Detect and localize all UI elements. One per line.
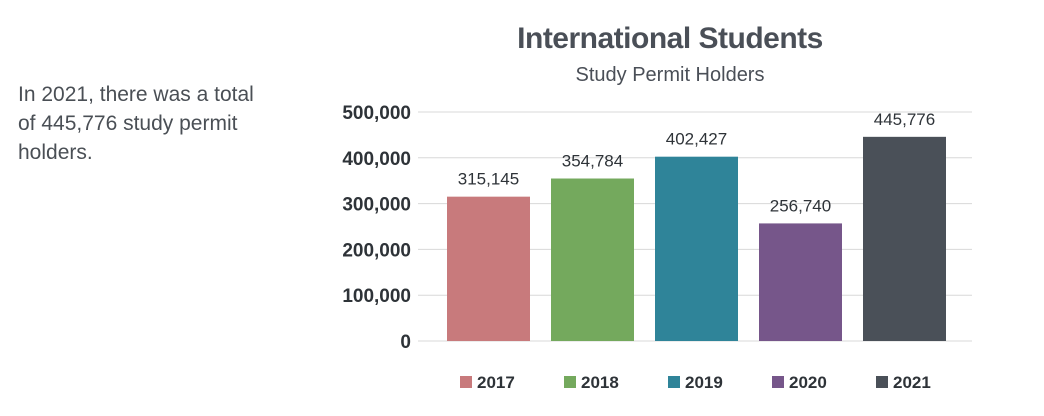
- legend-label-2018: 2018: [581, 373, 619, 392]
- bars: [447, 136, 946, 341]
- bar-2020: [759, 223, 842, 341]
- bar-2018: [551, 178, 634, 341]
- legend-label-2020: 2020: [789, 373, 827, 392]
- data-label-2018: 354,784: [562, 152, 623, 171]
- side-note-text: In 2021, there was a total of 445,776 st…: [18, 83, 254, 164]
- bar-2017: [447, 196, 530, 341]
- y-tick-label: 400,000: [342, 149, 411, 170]
- y-tick-label: 200,000: [342, 240, 411, 261]
- legend-swatch-2018: [564, 376, 576, 388]
- legend-swatch-2021: [876, 376, 888, 388]
- data-label-2019: 402,427: [666, 130, 727, 149]
- data-label-2021: 445,776: [874, 110, 935, 129]
- y-axis-ticks: 0 100,000 200,000 300,000 400,000 500,000: [342, 103, 411, 353]
- data-label-2017: 315,145: [458, 170, 519, 189]
- legend-swatch-2019: [668, 376, 680, 388]
- y-tick-label: 500,000: [342, 103, 411, 124]
- y-tick-label: 0: [400, 332, 411, 353]
- legend-label-2021: 2021: [893, 373, 931, 392]
- chart-subtitle: Study Permit Holders: [575, 64, 765, 86]
- legend-swatch-2017: [460, 376, 472, 388]
- legend-swatch-2020: [772, 376, 784, 388]
- chart-title: International Students: [517, 22, 823, 55]
- legend: 2017 2018 2019 2020 2021: [460, 373, 931, 392]
- bar-2019: [655, 156, 738, 341]
- bar-2021: [863, 136, 946, 341]
- legend-label-2017: 2017: [477, 373, 515, 392]
- data-labels: 315,145 354,784 402,427 256,740 445,776: [458, 110, 935, 216]
- y-tick-label: 100,000: [342, 286, 411, 307]
- data-label-2020: 256,740: [770, 196, 831, 215]
- y-tick-label: 300,000: [342, 195, 411, 216]
- legend-label-2019: 2019: [685, 373, 723, 392]
